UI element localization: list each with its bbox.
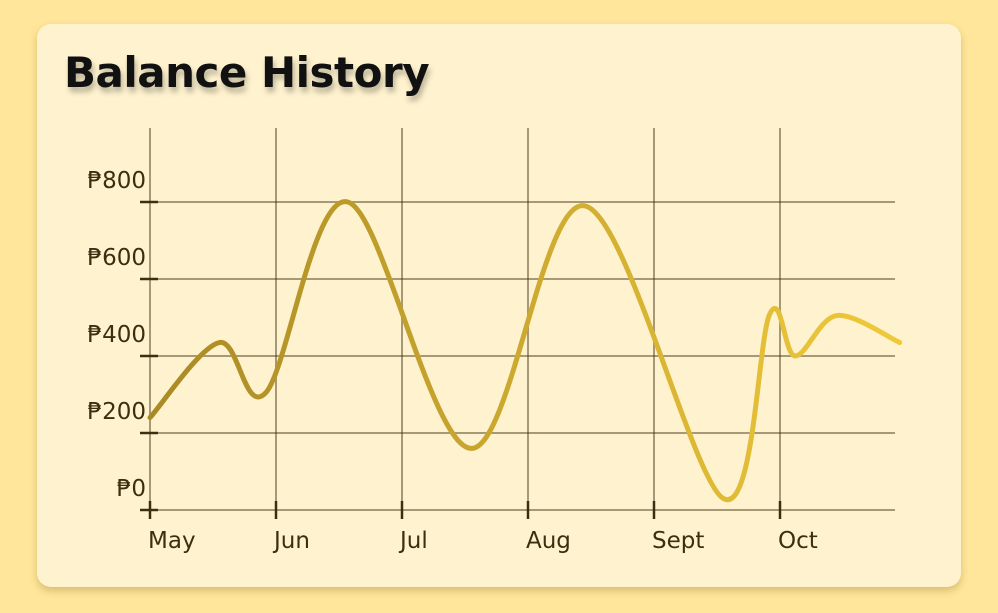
chart-title: Balance History xyxy=(64,48,430,97)
chart-card xyxy=(37,24,961,587)
balance-line xyxy=(147,199,903,503)
y-tick-label: ₱800 xyxy=(87,168,146,194)
x-tick-label: Oct xyxy=(778,528,818,554)
y-tick-label: ₱600 xyxy=(87,245,146,271)
x-tick-label: Aug xyxy=(526,528,571,554)
x-tick-label: Jun xyxy=(272,528,310,554)
x-tick-label: May xyxy=(148,528,196,554)
y-tick-label: ₱0 xyxy=(117,476,146,502)
y-tick-label: ₱200 xyxy=(87,399,146,425)
x-tick-label: Sept xyxy=(652,528,704,554)
x-tick-label: Jul xyxy=(398,528,428,554)
y-tick-label: ₱400 xyxy=(87,322,146,348)
